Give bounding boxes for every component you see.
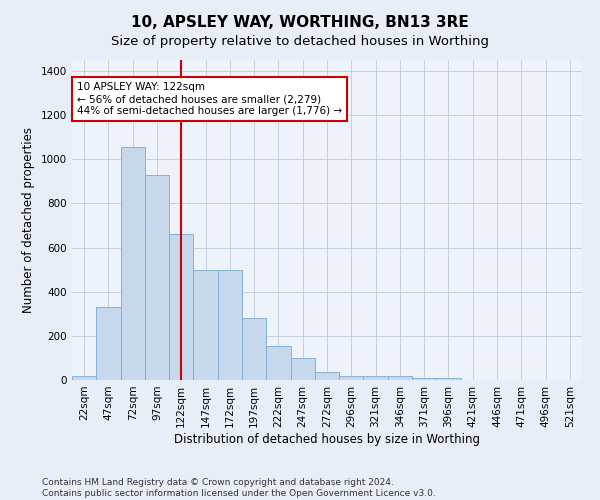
Bar — [193, 270, 218, 380]
Bar — [364, 376, 388, 380]
Bar — [169, 234, 193, 380]
Bar — [290, 358, 315, 380]
Bar — [315, 372, 339, 380]
Bar — [436, 378, 461, 380]
Bar — [242, 318, 266, 380]
Bar — [96, 307, 121, 380]
Text: Size of property relative to detached houses in Worthing: Size of property relative to detached ho… — [111, 35, 489, 48]
Y-axis label: Number of detached properties: Number of detached properties — [22, 127, 35, 313]
Bar — [145, 175, 169, 380]
Bar — [388, 376, 412, 380]
Bar — [72, 376, 96, 380]
Bar — [218, 270, 242, 380]
Bar — [339, 376, 364, 380]
Bar — [266, 346, 290, 380]
Bar — [412, 378, 436, 380]
Text: Contains HM Land Registry data © Crown copyright and database right 2024.
Contai: Contains HM Land Registry data © Crown c… — [42, 478, 436, 498]
Text: 10, APSLEY WAY, WORTHING, BN13 3RE: 10, APSLEY WAY, WORTHING, BN13 3RE — [131, 15, 469, 30]
X-axis label: Distribution of detached houses by size in Worthing: Distribution of detached houses by size … — [174, 432, 480, 446]
Text: 10 APSLEY WAY: 122sqm
← 56% of detached houses are smaller (2,279)
44% of semi-d: 10 APSLEY WAY: 122sqm ← 56% of detached … — [77, 82, 342, 116]
Bar — [121, 147, 145, 380]
